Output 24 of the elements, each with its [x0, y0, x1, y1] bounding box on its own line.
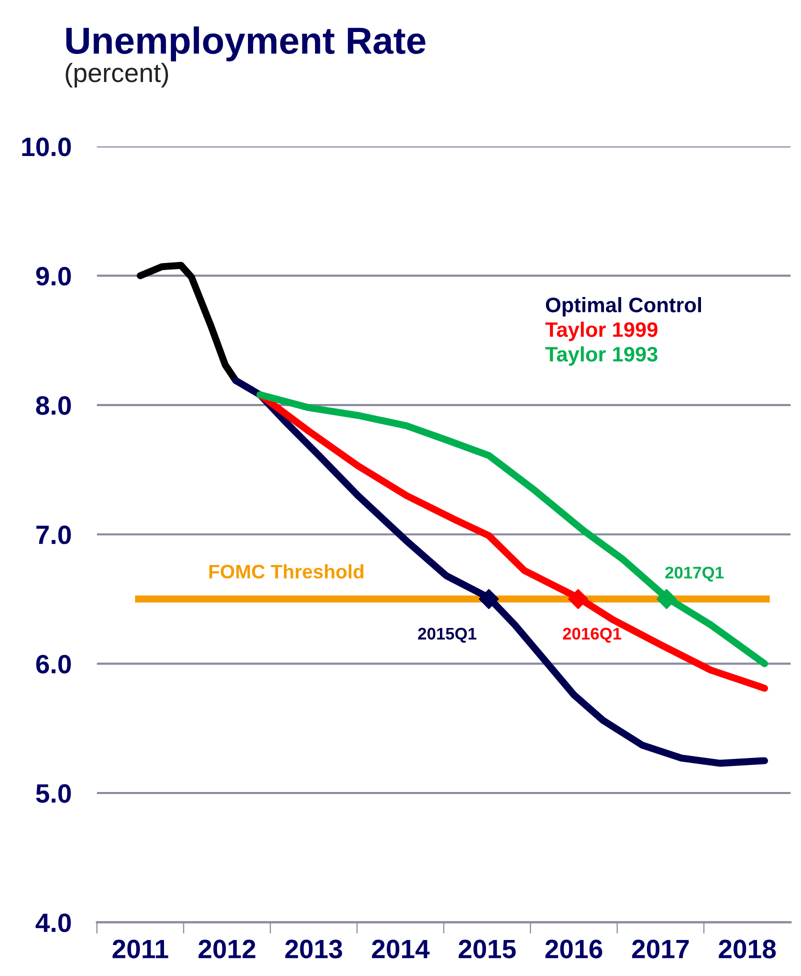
y-tick-label: 9.0 [36, 266, 71, 286]
y-tick-label: 8.0 [36, 396, 71, 415]
y-tick-label: 7.0 [36, 525, 71, 544]
x-tick-label: 2012 [198, 940, 256, 958]
annotation: 2017Q1 [665, 566, 724, 582]
annotation: 2015Q1 [418, 628, 476, 643]
text: Optimal Control [546, 297, 701, 316]
x-tick-label: 2017 [632, 940, 689, 958]
text: Taylor 1993 [545, 346, 658, 366]
ref-line-label: FOMC Threshold [209, 564, 364, 579]
x-tick-label: 2018 [718, 940, 776, 958]
x-tick-label: 2016 [545, 940, 602, 958]
y-tick-label: 10.0 [22, 138, 71, 156]
chart-title: Unemployment Rate [66, 26, 426, 62]
x-tick-label: 2011 [112, 940, 168, 958]
y-tick-label: 6.0 [36, 654, 71, 674]
x-tick-label: 2015 [458, 940, 516, 958]
text: Taylor 1999 [545, 322, 658, 342]
y-tick-label: 4.0 [36, 913, 71, 932]
y-tick-label: 5.0 [36, 784, 71, 803]
x-tick-label: 2014 [372, 940, 430, 958]
chart-subtitle: (percent) [66, 62, 168, 88]
annotation: 2016Q1 [562, 628, 622, 643]
x-tick-label: 2013 [285, 940, 342, 958]
